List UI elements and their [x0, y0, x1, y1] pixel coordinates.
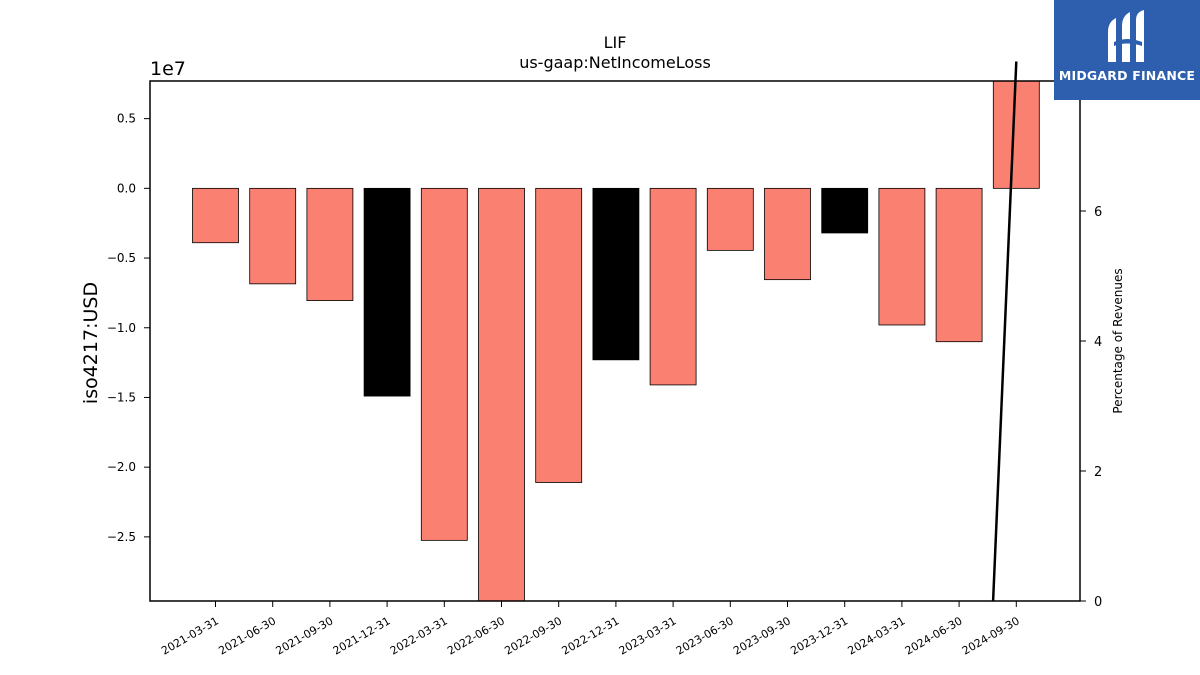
- bar-2023-03-31: [649, 187, 697, 386]
- x-tick-label: 2024-09-30: [960, 614, 1022, 657]
- y-tick-label: −1.0: [107, 321, 136, 335]
- y-tick-label: −2.0: [107, 460, 136, 474]
- bar-2024-09-30: [992, 80, 1040, 189]
- x-tick-label: 2022-12-31: [560, 614, 622, 657]
- bar-2022-12-31: [592, 187, 640, 361]
- y2-axis-ticks: 02468: [1080, 75, 1102, 610]
- y-axis-ticks: 0.5 0.0 −0.5 −1.0 −1.5 −2.0 −2.5: [107, 112, 150, 544]
- x-tick-label: 2024-03-31: [846, 614, 908, 657]
- bar-2023-12-31: [821, 187, 869, 234]
- y2-tick-label: 2: [1094, 465, 1102, 480]
- y-tick-label: 0.5: [117, 112, 136, 126]
- bar-2021-12-31: [363, 187, 411, 397]
- line-layer: [991, 61, 1018, 602]
- bar-2024-06-30: [935, 187, 983, 343]
- midgard-finance-logo: MIDGARD FINANCE: [1054, 0, 1200, 100]
- bar-2022-09-30: [535, 187, 583, 483]
- x-tick-label: 2023-03-31: [617, 614, 679, 657]
- y-tick-label: −0.5: [107, 251, 136, 265]
- y-tick-label: −2.5: [107, 530, 136, 544]
- y-axis-label: iso4217:USD: [80, 282, 102, 404]
- bar-2021-06-30: [249, 187, 297, 285]
- chart-subtitle: us-gaap:NetIncomeLoss: [519, 53, 711, 72]
- x-tick-label: 2021-09-30: [274, 614, 336, 657]
- x-tick-label: 2021-06-30: [216, 614, 278, 657]
- x-tick-label: 2021-03-31: [159, 614, 221, 657]
- x-tick-label: 2023-09-30: [731, 614, 793, 657]
- x-tick-label: 2022-06-30: [445, 614, 507, 657]
- bar-2022-06-30: [478, 187, 525, 602]
- y-tick-label: −1.5: [107, 390, 136, 404]
- y2-tick-label: 4: [1094, 335, 1102, 350]
- y-tick-label: 0.0: [117, 181, 136, 195]
- bar-2021-09-30: [306, 187, 354, 301]
- bar-2023-06-30: [706, 187, 754, 251]
- x-tick-label: 2022-03-31: [388, 614, 450, 657]
- bar-2021-03-31: [192, 187, 239, 244]
- y2-tick-label: 6: [1094, 205, 1102, 220]
- x-tick-label: 2021-12-31: [331, 614, 393, 657]
- bar-2023-09-30: [764, 187, 811, 281]
- chart-title: LIF: [604, 33, 627, 52]
- x-axis-ticks: 2021-03-312021-06-302021-09-302021-12-31…: [159, 601, 1022, 658]
- logo-text: MIDGARD FINANCE: [1058, 68, 1196, 83]
- y-offset-label: 1e7: [150, 58, 186, 80]
- bar-2022-03-31: [420, 187, 468, 541]
- y2-tick-label: 0: [1094, 595, 1102, 610]
- x-tick-label: 2024-06-30: [903, 614, 965, 657]
- percentage-line: [991, 61, 1018, 602]
- bars: [192, 80, 1040, 602]
- logo-mark-icon: [1108, 10, 1144, 62]
- x-tick-label: 2023-12-31: [788, 614, 850, 657]
- bar-2024-03-31: [878, 187, 926, 326]
- x-tick-label: 2023-06-30: [674, 614, 736, 657]
- x-tick-label: 2022-09-30: [502, 614, 564, 657]
- y2-axis-label: Percentage of Revenues: [1111, 268, 1125, 413]
